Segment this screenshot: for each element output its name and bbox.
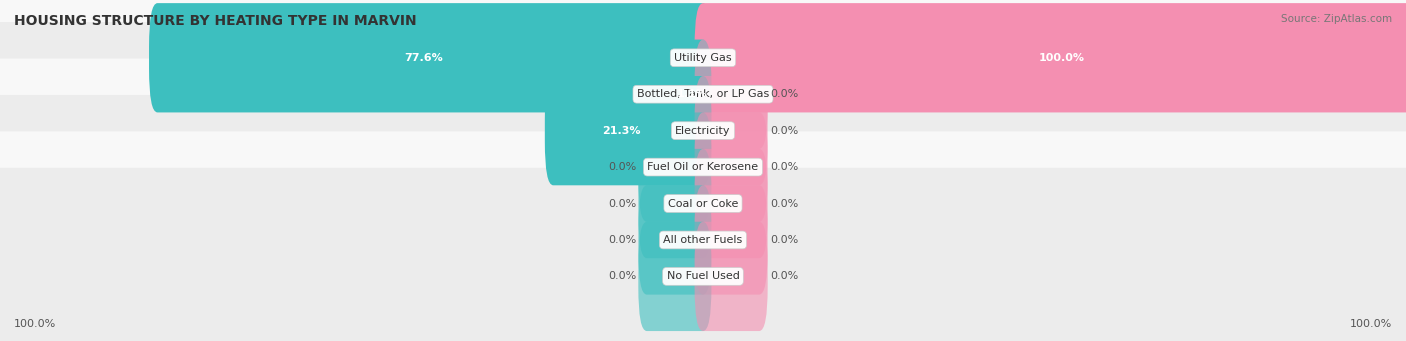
FancyBboxPatch shape <box>695 76 768 185</box>
Text: 0.0%: 0.0% <box>770 89 799 99</box>
FancyBboxPatch shape <box>695 40 768 149</box>
FancyBboxPatch shape <box>638 185 711 295</box>
FancyBboxPatch shape <box>695 185 768 295</box>
Text: 0.0%: 0.0% <box>770 125 799 136</box>
FancyBboxPatch shape <box>0 22 1406 239</box>
Text: Utility Gas: Utility Gas <box>675 53 731 63</box>
FancyBboxPatch shape <box>0 95 1406 312</box>
FancyBboxPatch shape <box>0 59 1406 276</box>
Text: HOUSING STRUCTURE BY HEATING TYPE IN MARVIN: HOUSING STRUCTURE BY HEATING TYPE IN MAR… <box>14 14 416 28</box>
FancyBboxPatch shape <box>149 3 711 113</box>
FancyBboxPatch shape <box>695 222 768 331</box>
Text: 0.0%: 0.0% <box>770 198 799 209</box>
FancyBboxPatch shape <box>688 40 711 149</box>
Text: No Fuel Used: No Fuel Used <box>666 271 740 281</box>
FancyBboxPatch shape <box>0 168 1406 341</box>
FancyBboxPatch shape <box>638 113 711 222</box>
FancyBboxPatch shape <box>0 0 1406 166</box>
FancyBboxPatch shape <box>0 131 1406 341</box>
Text: 1.1%: 1.1% <box>676 89 707 99</box>
Text: 0.0%: 0.0% <box>770 235 799 245</box>
FancyBboxPatch shape <box>546 76 711 185</box>
Text: 100.0%: 100.0% <box>1039 53 1084 63</box>
FancyBboxPatch shape <box>695 113 768 222</box>
FancyBboxPatch shape <box>638 222 711 331</box>
FancyBboxPatch shape <box>695 149 768 258</box>
Text: 0.0%: 0.0% <box>607 198 637 209</box>
Text: 100.0%: 100.0% <box>1350 319 1392 329</box>
Text: 0.0%: 0.0% <box>607 162 637 172</box>
Text: Electricity: Electricity <box>675 125 731 136</box>
Text: Source: ZipAtlas.com: Source: ZipAtlas.com <box>1281 14 1392 24</box>
Text: 77.6%: 77.6% <box>404 53 443 63</box>
Text: 0.0%: 0.0% <box>607 271 637 281</box>
Text: Coal or Coke: Coal or Coke <box>668 198 738 209</box>
FancyBboxPatch shape <box>695 3 1406 113</box>
Text: Bottled, Tank, or LP Gas: Bottled, Tank, or LP Gas <box>637 89 769 99</box>
FancyBboxPatch shape <box>638 149 711 258</box>
FancyBboxPatch shape <box>0 0 1406 203</box>
Text: 21.3%: 21.3% <box>602 125 640 136</box>
Text: 0.0%: 0.0% <box>770 271 799 281</box>
Text: 0.0%: 0.0% <box>770 162 799 172</box>
Text: 0.0%: 0.0% <box>607 235 637 245</box>
Text: All other Fuels: All other Fuels <box>664 235 742 245</box>
Text: 100.0%: 100.0% <box>14 319 56 329</box>
Text: Fuel Oil or Kerosene: Fuel Oil or Kerosene <box>647 162 759 172</box>
